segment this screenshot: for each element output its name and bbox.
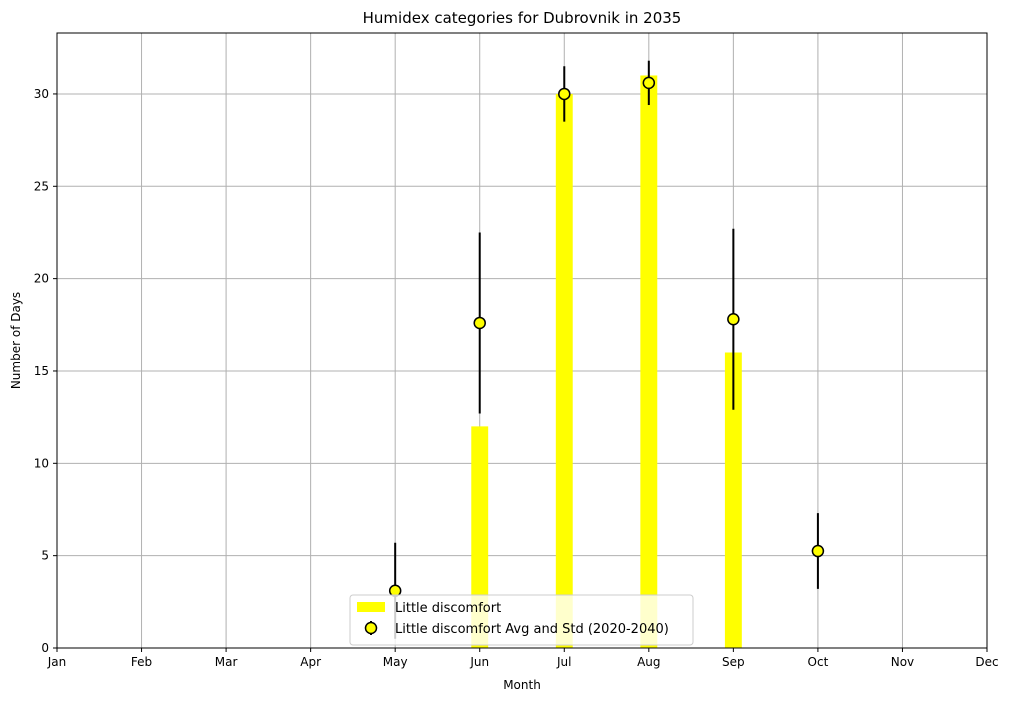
chart-title: Humidex categories for Dubrovnik in 2035 bbox=[363, 9, 682, 27]
errorbar-series bbox=[388, 60, 825, 639]
grid bbox=[56, 33, 988, 649]
legend-bar-swatch bbox=[357, 602, 385, 612]
legend-bar-label: Little discomfort bbox=[395, 601, 501, 616]
x-axis-label: Month bbox=[503, 678, 541, 692]
x-tick-label: Jan bbox=[47, 655, 67, 669]
y-tick-label: 0 bbox=[41, 641, 49, 655]
y-tick-label: 15 bbox=[34, 364, 49, 378]
y-tick-label: 5 bbox=[41, 549, 49, 563]
avg-point-jun bbox=[473, 316, 486, 330]
x-tick-label: Nov bbox=[891, 655, 914, 669]
bar-jun bbox=[471, 426, 489, 648]
y-tick-label: 20 bbox=[34, 272, 49, 286]
bar-series bbox=[471, 75, 742, 649]
legend-errorbar-label: Little discomfort Avg and Std (2020-2040… bbox=[395, 622, 669, 637]
bar-aug bbox=[640, 75, 658, 648]
x-tick-label: Jul bbox=[556, 655, 571, 669]
avg-point-aug bbox=[642, 76, 656, 90]
avg-point-jul bbox=[558, 87, 571, 101]
x-tick-label: Aug bbox=[637, 655, 660, 669]
x-tick-label: Dec bbox=[975, 655, 998, 669]
plot-frame bbox=[56, 32, 988, 649]
avg-point-sep bbox=[727, 313, 740, 326]
x-tick-label: Mar bbox=[215, 655, 238, 669]
x-tick-label: Sep bbox=[722, 655, 745, 669]
x-tick-label: May bbox=[383, 655, 408, 669]
x-tick-label: Jun bbox=[469, 655, 489, 669]
legend: Little discomfort Little discomfort Avg … bbox=[349, 594, 694, 646]
y-tick-label: 30 bbox=[34, 87, 49, 101]
y-tick-label: 10 bbox=[34, 456, 49, 470]
y-tick-label: 25 bbox=[34, 179, 49, 193]
avg-point-oct bbox=[811, 544, 825, 558]
x-tick-label: Oct bbox=[808, 655, 829, 669]
y-axis-ticks: 0 5 10 15 20 25 30 bbox=[34, 87, 57, 655]
bar-jul bbox=[555, 93, 573, 649]
legend-box bbox=[349, 594, 694, 646]
bar-sep bbox=[724, 352, 742, 648]
y-axis-label: Number of Days bbox=[9, 292, 23, 389]
x-tick-label: Feb bbox=[131, 655, 152, 669]
legend-marker-swatch bbox=[364, 621, 378, 635]
x-axis-ticks: Jan Feb Mar Apr May Jun Jul Aug Sep Oct Nov Dec bbox=[47, 648, 999, 669]
x-tick-label: Apr bbox=[300, 655, 321, 669]
